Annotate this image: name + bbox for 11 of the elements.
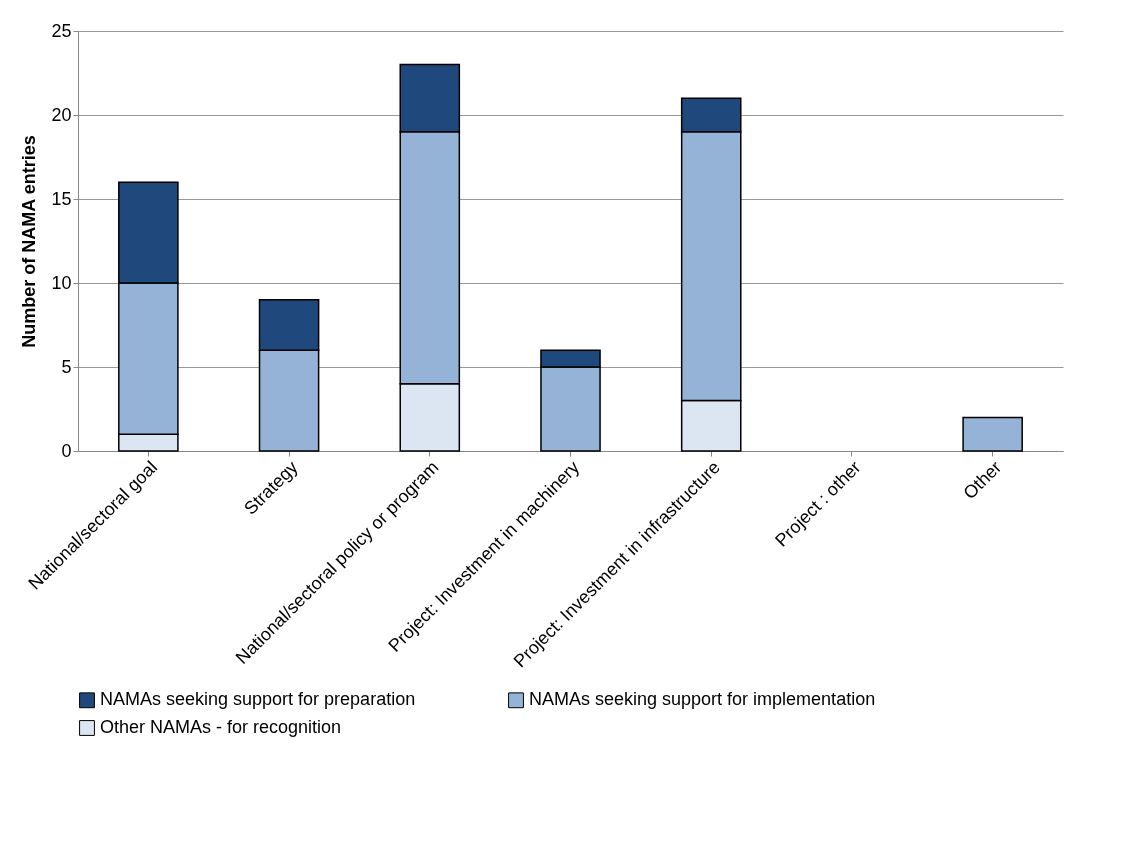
y-tick-label: 10 <box>51 272 72 293</box>
y-tick-label: 25 <box>51 20 72 41</box>
y-tick-label: 5 <box>61 356 72 377</box>
legend-label: Other NAMAs - for recognition <box>100 717 342 737</box>
y-tick-label: 20 <box>51 104 72 125</box>
y-axis-title: Number of NAMA entries <box>19 135 40 348</box>
bar <box>962 416 1023 452</box>
legend-label: NAMAs seeking support for implementation <box>529 689 876 710</box>
y-tick-label: 0 <box>61 440 72 461</box>
y-tick-label: 15 <box>51 188 72 209</box>
legend-label: NAMAs seeking support for preparation <box>100 689 416 710</box>
